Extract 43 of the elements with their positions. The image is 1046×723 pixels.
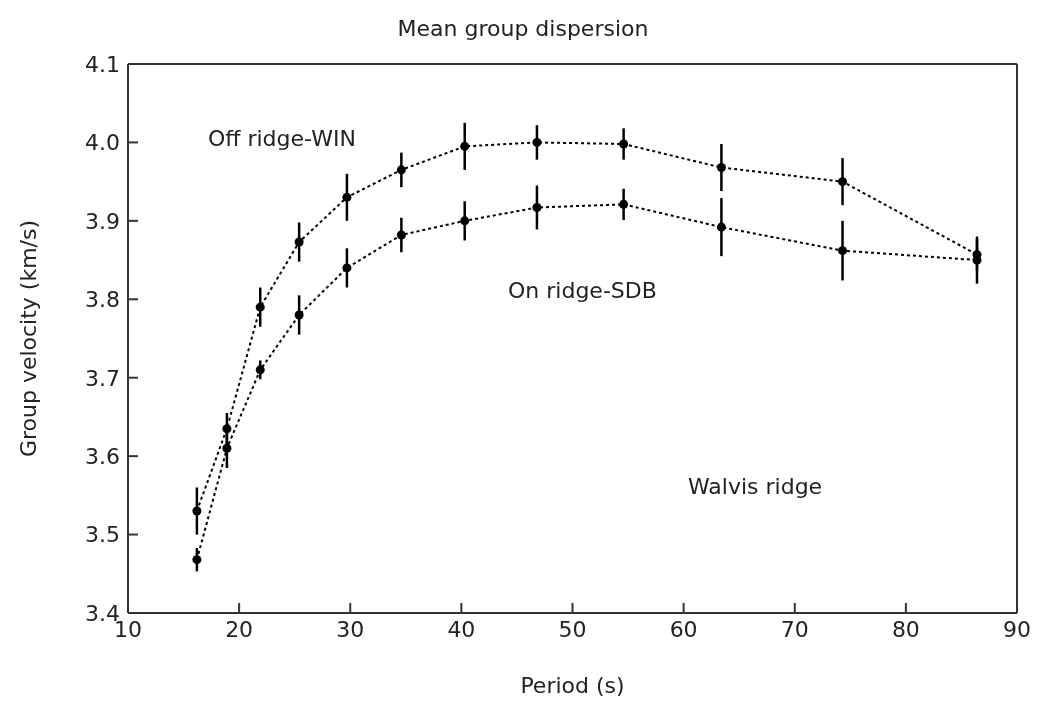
point (255, 302, 265, 312)
x-tick-label: 30 (336, 616, 365, 642)
point (619, 139, 629, 149)
point (716, 222, 726, 232)
point (294, 237, 304, 247)
x-tick-label: 70 (780, 616, 809, 642)
annotation: Walvis ridge (688, 474, 823, 499)
y-tick-label: 3.7 (85, 365, 120, 391)
point (460, 216, 470, 226)
point (192, 506, 202, 516)
point (396, 230, 406, 240)
point (838, 177, 848, 187)
point (716, 163, 726, 173)
x-tick-label: 20 (225, 616, 254, 642)
point (255, 365, 265, 375)
point (619, 199, 629, 209)
point (342, 192, 352, 202)
y-tick-label: 3.6 (85, 443, 120, 469)
point (192, 555, 202, 565)
point (532, 137, 542, 147)
annotation: On ridge-SDB (508, 278, 657, 303)
x-tick-label: 40 (447, 616, 476, 642)
chart-title: Mean group dispersion (396, 16, 650, 41)
point (294, 310, 304, 320)
x-tick-label: 80 (891, 616, 920, 642)
y-tick-label: 4.0 (85, 130, 120, 156)
x-tick-label: 90 (1003, 616, 1031, 642)
y-tick-label: 3.5 (85, 522, 120, 548)
y-tick-label: 3.9 (85, 208, 120, 234)
y-tick-label: 3.8 (85, 287, 120, 313)
point (838, 246, 848, 256)
point (460, 141, 470, 151)
point (342, 263, 352, 273)
point (222, 424, 232, 434)
point (532, 203, 542, 213)
x-tick-label: 60 (669, 616, 698, 642)
x-tick-label: 50 (558, 616, 587, 642)
annotation: Off ridge-WIN (208, 126, 356, 151)
y-tick-label: 4.1 (85, 51, 120, 77)
y-axis-title: Group velocity (km/s) (15, 219, 41, 458)
point (396, 165, 406, 175)
point (222, 443, 232, 453)
x-axis-title: Period (s) (520, 673, 625, 698)
